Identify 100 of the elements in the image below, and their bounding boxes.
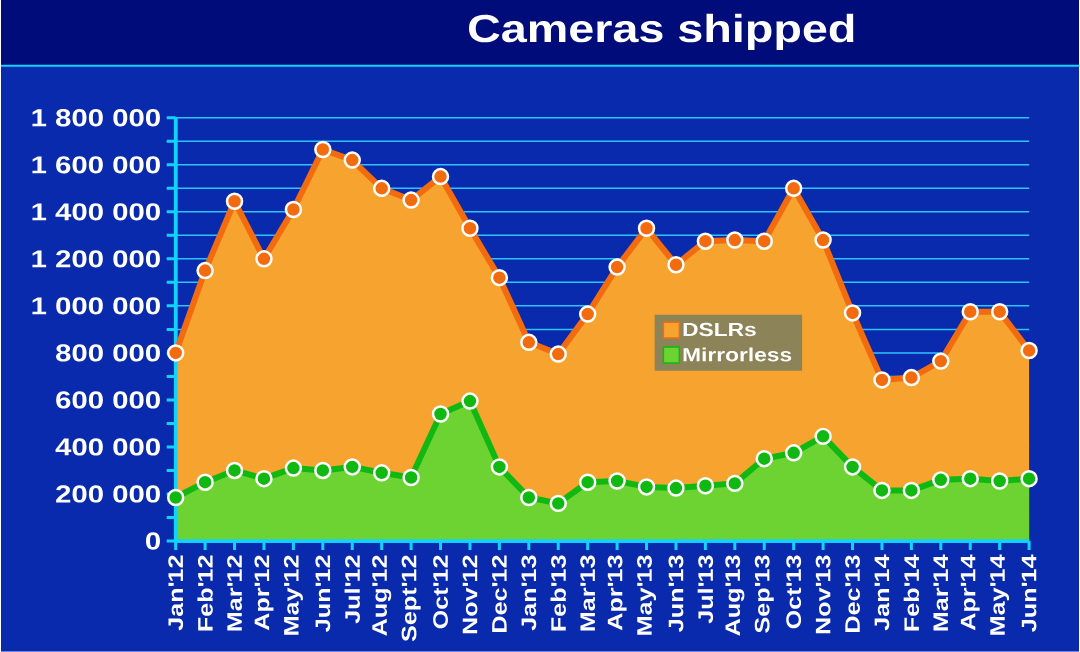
x-tick-label: Jun'13	[668, 555, 684, 632]
x-tick-label: Mar'14	[933, 554, 949, 631]
point	[755, 450, 773, 468]
point	[549, 494, 567, 513]
point	[431, 167, 450, 186]
point	[314, 140, 332, 159]
point	[667, 479, 685, 497]
point	[402, 468, 420, 487]
point	[902, 368, 921, 387]
point	[578, 305, 597, 323]
point	[1020, 341, 1038, 360]
x-tick-label: Aug'13	[725, 555, 745, 636]
point	[608, 472, 626, 490]
y-tick-label: 1 000 000	[32, 297, 160, 315]
point	[667, 256, 685, 274]
point	[784, 444, 803, 462]
point	[255, 470, 273, 488]
point	[755, 232, 773, 251]
point	[461, 219, 479, 238]
x-tick-label: Dec'12	[491, 555, 507, 633]
point	[784, 179, 803, 198]
point	[549, 345, 567, 363]
x-tick-label: Jun'14	[1021, 554, 1037, 632]
point	[990, 472, 1009, 490]
x-tick-label: Apr'14	[960, 554, 980, 631]
point	[520, 488, 538, 507]
point	[343, 458, 361, 476]
point	[431, 405, 450, 423]
point	[843, 458, 862, 476]
point	[314, 461, 332, 480]
x-tick-label: Oct'13	[786, 555, 802, 629]
x-tick-label: Sep'13	[754, 555, 774, 633]
point	[726, 231, 744, 249]
point	[166, 344, 185, 362]
point	[490, 269, 509, 287]
point	[902, 481, 921, 500]
point	[1020, 470, 1038, 488]
point	[578, 473, 597, 492]
x-tick-label: Jul'12	[344, 555, 360, 624]
y-tick-label: 600 000	[56, 391, 160, 409]
point	[225, 192, 244, 211]
point	[196, 473, 214, 492]
point	[873, 371, 891, 389]
y-tick-label: 1 200 000	[32, 250, 160, 268]
point	[284, 200, 303, 219]
x-tick-label: Mar'13	[580, 555, 596, 631]
y-tick-label: 1 800 000	[32, 109, 160, 127]
y-tick-label: 400 000	[55, 438, 160, 456]
point	[637, 219, 656, 238]
chart-title: Cameras shipped	[468, 13, 854, 51]
point	[225, 461, 244, 480]
x-tick-label: May'12	[283, 555, 303, 635]
point	[461, 392, 479, 410]
x-tick-label: Apr'12	[254, 555, 274, 631]
x-tick-label: May'14	[990, 554, 1010, 635]
x-tick-label: Jun'12	[315, 555, 331, 632]
point	[343, 151, 361, 169]
point	[255, 250, 273, 268]
x-tick-label: Jan'13	[521, 555, 537, 631]
y-tick-label: 0	[146, 532, 160, 550]
point	[196, 261, 214, 280]
point	[520, 333, 538, 352]
y-tick-label: 200 000	[56, 485, 160, 503]
x-tick-label: Dec'13	[845, 555, 860, 633]
point	[873, 481, 891, 500]
x-tick-label: Sept'12	[401, 555, 421, 642]
x-tick-label: Mar'12	[227, 555, 242, 631]
x-tick-label: Feb'14	[903, 554, 920, 631]
point	[402, 191, 420, 209]
x-tick-label: Apr'13	[607, 555, 627, 631]
point	[608, 258, 626, 276]
point	[932, 471, 950, 489]
x-tick-label: Jul'13	[697, 555, 714, 624]
point	[814, 231, 832, 249]
point	[637, 478, 656, 496]
x-tick-label: Feb'12	[197, 555, 213, 631]
legend-label: DSLRs	[683, 322, 756, 337]
x-tick-label: Aug'12	[372, 555, 392, 636]
x-tick-label: May'13	[637, 555, 657, 635]
point	[490, 458, 509, 476]
point	[843, 304, 862, 322]
y-tick-label: 800 000	[56, 344, 160, 362]
x-tick-label: Nov'12	[462, 555, 478, 634]
x-tick-label: Nov'13	[815, 555, 831, 634]
point	[961, 470, 979, 488]
y-tick-label: 1 600 000	[32, 156, 160, 174]
point	[990, 303, 1009, 321]
point	[814, 427, 832, 446]
x-tick-label: Feb'13	[550, 555, 566, 631]
y-tick-label: 1 400 000	[32, 203, 160, 221]
point	[372, 464, 391, 482]
legend-label: Mirrorless	[683, 347, 792, 362]
point	[932, 352, 950, 370]
x-tick-label: Jan'12	[168, 555, 184, 631]
point	[696, 232, 715, 251]
point	[284, 459, 303, 477]
x-tick-label: Jan'14	[874, 554, 890, 631]
point	[372, 179, 391, 198]
point	[166, 488, 185, 507]
point	[961, 303, 979, 321]
